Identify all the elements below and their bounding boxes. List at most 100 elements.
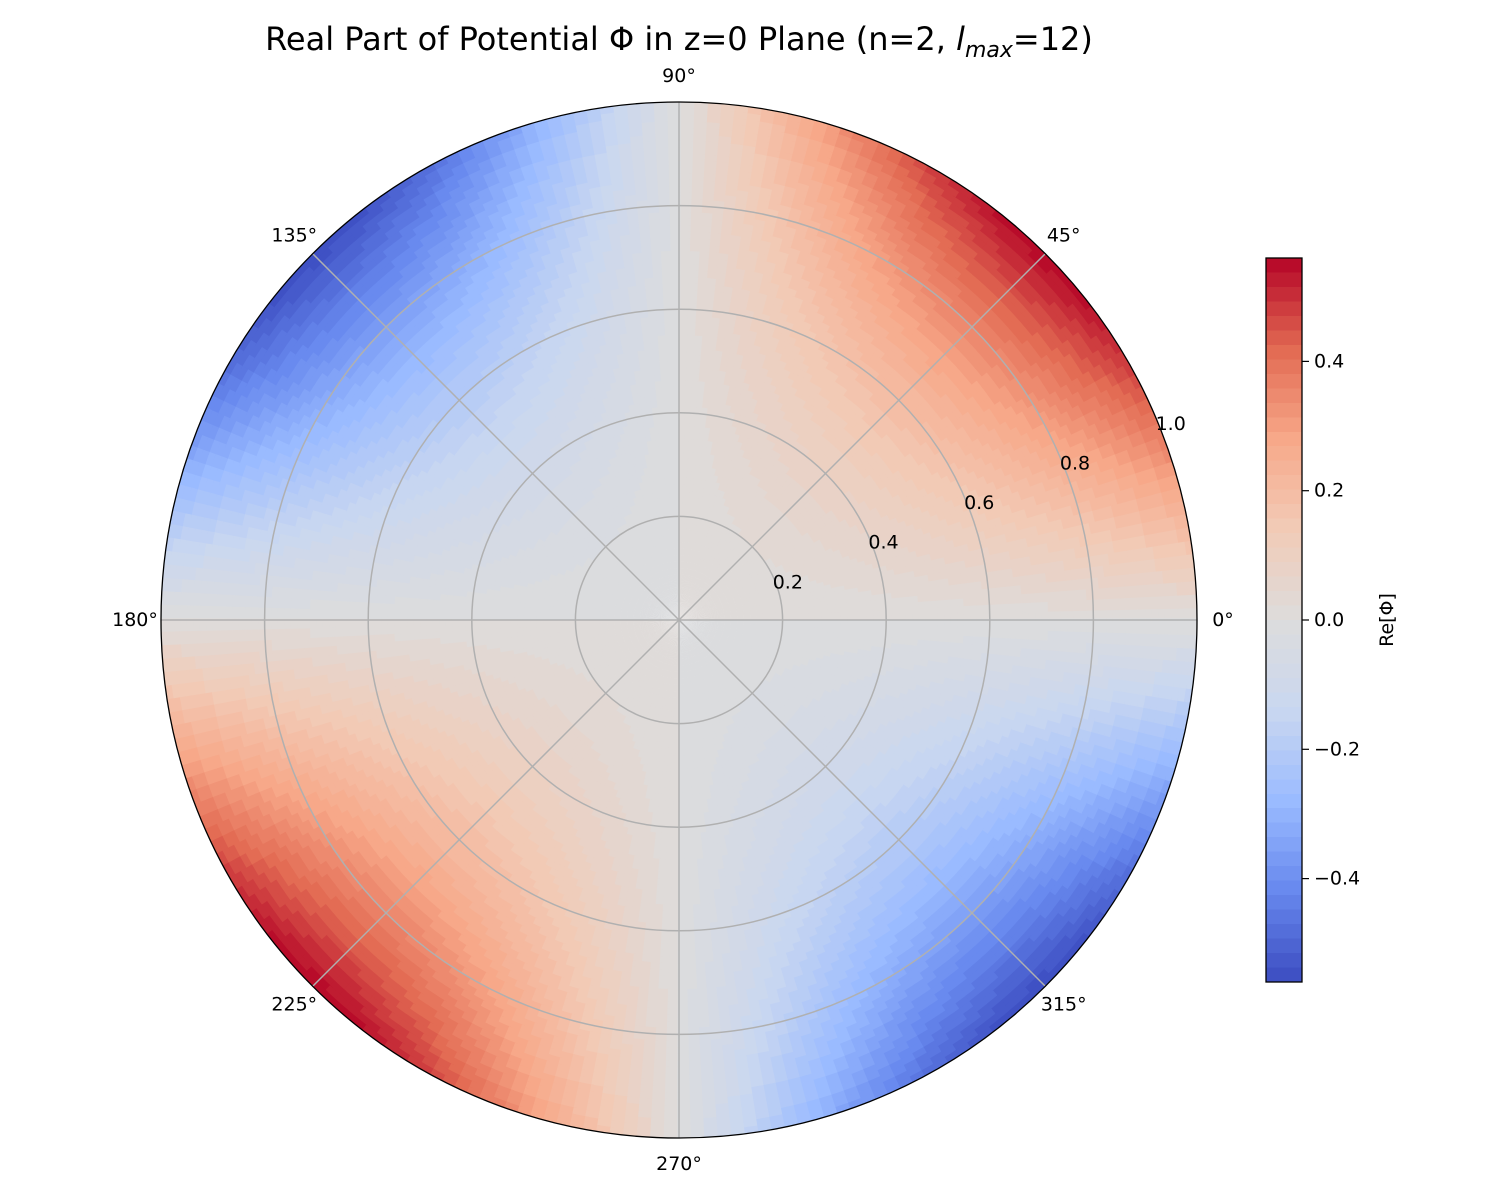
- contour-cell: [684, 595, 688, 602]
- contour-cell: [671, 609, 676, 615]
- contour-cell: [684, 644, 688, 652]
- contour-cell: [669, 631, 673, 638]
- contour-cell: [669, 595, 673, 602]
- contour-cell: [673, 608, 677, 615]
- contour-cell: [662, 608, 669, 613]
- contour-cell: [673, 607, 677, 615]
- contour-cell: [684, 588, 688, 596]
- contour-cell: [654, 626, 661, 630]
- contour-cell: [685, 602, 689, 609]
- contour-cell: [702, 605, 709, 609]
- contour-cell: [673, 625, 677, 633]
- contour-cell: [696, 627, 703, 632]
- contour-cell: [672, 625, 676, 632]
- contour-cell: [689, 608, 696, 613]
- contour-cell: [649, 631, 656, 635]
- contour-cell: [664, 643, 668, 650]
- contour-cell: [673, 601, 677, 608]
- contour-cell: [660, 612, 668, 616]
- contour-cell: [666, 616, 673, 619]
- contour-cell: [675, 632, 678, 640]
- contour-cell: [648, 608, 655, 612]
- contour-cell: [656, 606, 663, 611]
- contour-cell: [686, 637, 691, 644]
- contour-cell: [684, 602, 688, 609]
- contour-cell: [683, 638, 686, 646]
- contour-cell: [658, 640, 664, 646]
- contour-cell: [704, 613, 712, 617]
- contour-cell: [682, 609, 688, 615]
- contour-cell: [666, 622, 674, 626]
- contour-cell: [659, 593, 664, 600]
- contour-cell: [682, 625, 687, 631]
- contour-cell: [653, 636, 660, 642]
- contour-cell: [682, 587, 685, 595]
- contour-cell: [674, 607, 677, 614]
- contour-cell: [684, 614, 692, 618]
- contour-cell: [673, 587, 676, 595]
- contour-cell: [672, 625, 676, 632]
- contour-cell: [681, 625, 686, 632]
- contour-cell: [659, 617, 667, 620]
- contour-cell: [695, 595, 701, 601]
- contour-cell: [690, 610, 697, 614]
- contour-cell: [653, 615, 660, 618]
- contour-cell: [671, 588, 674, 595]
- contour-cell: [682, 638, 686, 646]
- contour-cell: [704, 617, 712, 619]
- contour-cell: [667, 623, 674, 628]
- contour-cell: [680, 594, 682, 601]
- contour-cell: [698, 598, 705, 604]
- contour-cell: [691, 615, 699, 618]
- contour-cell: [684, 623, 690, 628]
- contour-cell: [681, 639, 684, 646]
- contour-cell: [667, 613, 674, 618]
- contour-cell: [686, 604, 692, 610]
- contour-cell: [671, 625, 676, 632]
- contour-cell: [694, 605, 701, 610]
- contour-cell: [660, 613, 667, 617]
- contour-cell: [695, 594, 701, 601]
- contour-cell: [682, 609, 687, 615]
- contour-cell: [661, 634, 667, 640]
- contour-cell: [667, 613, 674, 617]
- contour-cell: [661, 625, 668, 630]
- contour-cell: [671, 631, 675, 639]
- contour-cell: [648, 628, 655, 632]
- contour-cell: [652, 600, 659, 605]
- contour-cell: [651, 601, 658, 606]
- contour-cell: [649, 605, 656, 609]
- contour-cell: [697, 611, 704, 615]
- contour-cell: [673, 645, 676, 653]
- contour-cell: [661, 592, 666, 599]
- contour-cell: [653, 623, 661, 627]
- contour-cell: [660, 641, 665, 648]
- contour-cell: [653, 624, 661, 627]
- contour-cell: [670, 644, 674, 652]
- contour-cell: [672, 632, 676, 639]
- contour-cell: [688, 589, 692, 597]
- contour-cell: [691, 621, 699, 624]
- contour-field: [161, 102, 1197, 1138]
- contour-cell: [673, 607, 677, 615]
- contour-cell: [690, 590, 694, 597]
- contour-cell: [666, 621, 673, 625]
- contour-cell: [685, 638, 689, 645]
- contour-cell: [657, 605, 664, 610]
- contour-cell: [689, 607, 695, 613]
- contour-cell: [666, 616, 673, 619]
- contour-cell: [653, 612, 661, 616]
- contour-cell: [691, 600, 697, 606]
- contour-cell: [697, 597, 704, 603]
- contour-cell: [679, 600, 682, 608]
- contour-cell: [698, 621, 705, 624]
- contour-cell: [682, 632, 686, 639]
- contour-cell: [659, 622, 667, 625]
- contour-cell: [666, 617, 673, 619]
- contour-cell: [670, 595, 674, 602]
- contour-cell: [656, 630, 663, 635]
- contour-cell: [649, 630, 656, 635]
- contour-cell: [668, 623, 674, 628]
- contour-cell: [681, 607, 685, 615]
- contour-cell: [687, 596, 691, 603]
